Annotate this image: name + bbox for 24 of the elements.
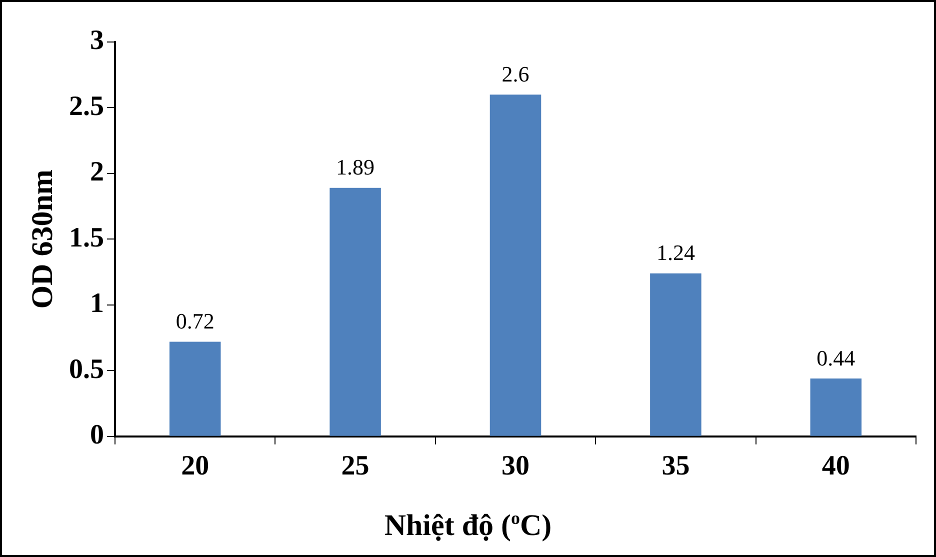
bar — [810, 378, 862, 436]
bar — [490, 94, 542, 436]
bar — [330, 188, 381, 436]
y-tick-label: 1 — [90, 288, 104, 320]
x-tick-label: 25 — [341, 450, 370, 482]
data-label: 2.6 — [502, 61, 530, 86]
y-tick-label: 1.5 — [69, 222, 104, 254]
x-tick-label: 40 — [822, 450, 850, 482]
y-tick-label: 2 — [90, 156, 104, 188]
data-label: 1.24 — [656, 240, 695, 266]
data-label: 1.89 — [336, 154, 375, 180]
x-tick-label: 20 — [181, 450, 210, 482]
bar — [169, 342, 221, 436]
y-tick-label: 3 — [90, 25, 104, 56]
y-tick-label: 0.5 — [69, 354, 104, 385]
y-tick-label: 0 — [90, 420, 104, 451]
data-label: 0.72 — [176, 308, 214, 334]
bar — [650, 273, 702, 436]
x-tick-label: 35 — [662, 450, 690, 482]
y-axis-title: OD 630nm — [26, 170, 59, 309]
x-axis-title: Nhiệt độ ($^{o}$C) — [383, 508, 553, 543]
data-label: 0.44 — [816, 345, 856, 370]
y-tick-label: 2.5 — [69, 90, 104, 122]
x-tick-label: 30 — [502, 450, 530, 482]
